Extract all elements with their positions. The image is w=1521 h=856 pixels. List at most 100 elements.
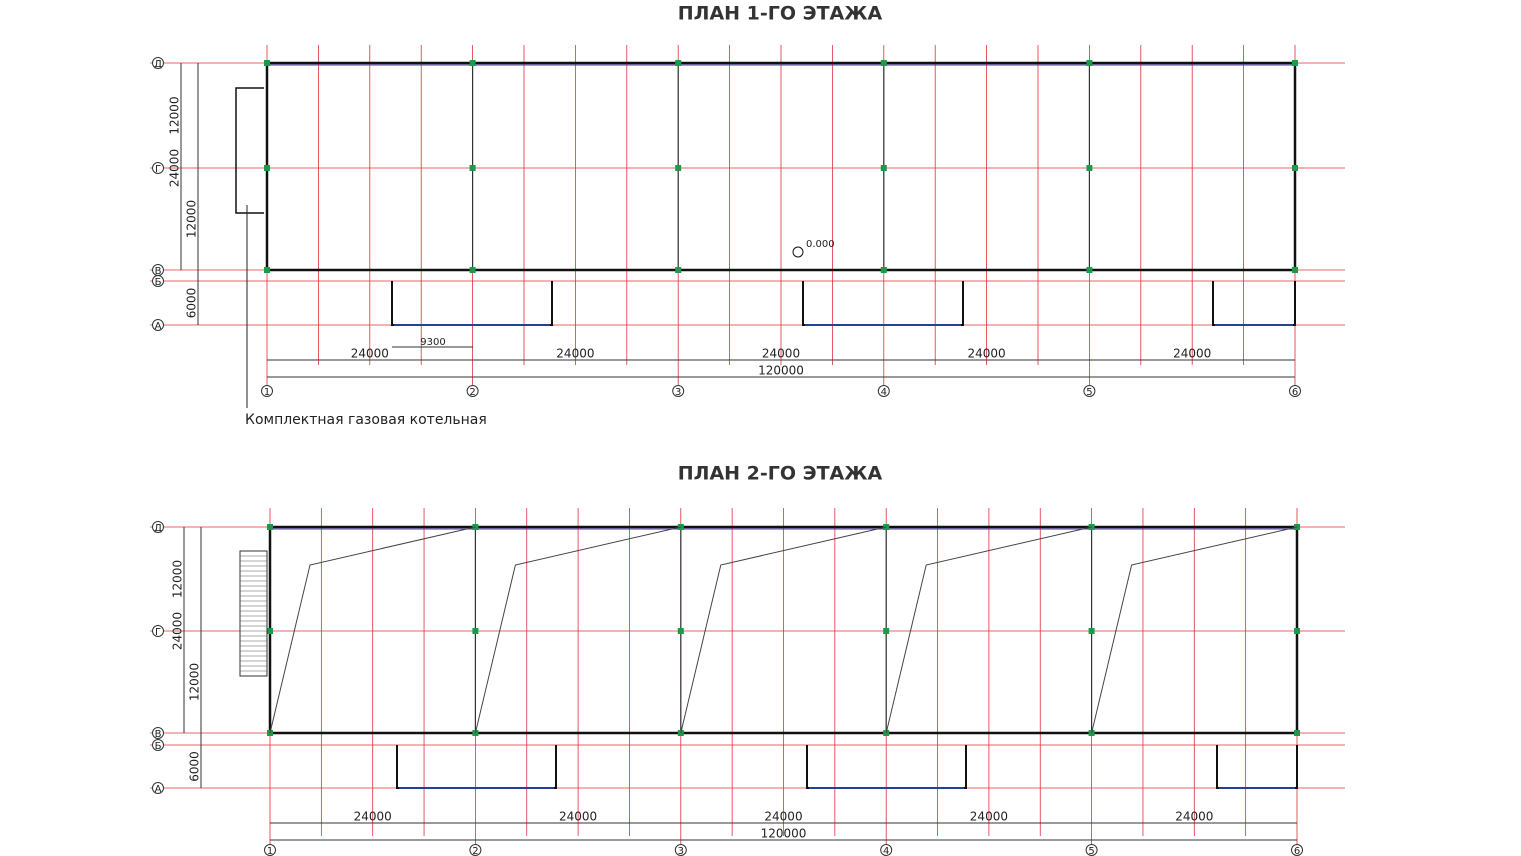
roof-line <box>885 526 1092 734</box>
row-axis: А <box>155 784 162 795</box>
annex-dim: 9300 <box>420 337 445 348</box>
column <box>880 165 887 171</box>
axis-bubble <box>1289 385 1301 397</box>
row-dim: 12000 <box>185 200 199 238</box>
column <box>1086 267 1093 273</box>
axis-bubble <box>261 385 273 397</box>
column <box>1086 165 1093 171</box>
total-dim: 120000 <box>758 364 804 378</box>
bay-dim: 24000 <box>1173 347 1211 361</box>
column <box>1294 628 1300 634</box>
stair <box>239 550 268 677</box>
column <box>264 267 270 273</box>
column-axis: 2 <box>469 387 475 398</box>
bay-dim: 24000 <box>559 810 597 824</box>
column <box>472 628 479 634</box>
row-axis: Д <box>154 523 162 534</box>
axis-bubble <box>152 739 164 751</box>
column-axis: 2 <box>472 846 478 856</box>
axis-bubble <box>152 57 164 69</box>
bay-dim: 24000 <box>970 810 1008 824</box>
column-axis: 1 <box>264 387 270 398</box>
column <box>880 60 887 66</box>
column-axis: 4 <box>881 387 887 398</box>
column <box>675 165 682 171</box>
column <box>267 628 273 634</box>
annex <box>1212 281 1296 326</box>
bay-dim: 24000 <box>1175 810 1213 824</box>
bay-dim: 24000 <box>351 347 389 361</box>
note: Комплектная газовая котельная <box>245 412 487 428</box>
annex <box>802 281 964 326</box>
column <box>469 60 476 66</box>
bay-dim: 24000 <box>354 810 392 824</box>
row-dim: 6000 <box>188 751 202 782</box>
axis-bubble <box>152 319 164 331</box>
column <box>880 267 887 273</box>
total-dim: 120000 <box>761 827 807 841</box>
level: 0.000 <box>806 239 835 250</box>
column <box>1292 267 1298 273</box>
row-axis: Б <box>155 741 162 752</box>
row-axis: В <box>155 729 162 740</box>
column <box>675 267 682 273</box>
column <box>1088 628 1095 634</box>
row-dim: 24000 <box>171 612 185 650</box>
column-axis: 1 <box>267 846 273 856</box>
axis-bubble <box>152 727 164 739</box>
boiler-room <box>235 87 264 214</box>
row-axis: А <box>155 321 162 332</box>
column <box>675 60 682 66</box>
annex <box>391 281 553 326</box>
row-dim: 12000 <box>168 96 182 134</box>
annex <box>1216 745 1298 789</box>
column <box>883 628 890 634</box>
column <box>267 524 273 530</box>
column-axis: 6 <box>1294 846 1300 856</box>
roof-line <box>1091 526 1298 734</box>
column <box>1294 730 1300 736</box>
column <box>1292 165 1298 171</box>
plan-title: ПЛАН 2-ГО ЭТАЖА <box>678 463 883 485</box>
axis-bubble <box>1083 385 1096 397</box>
bay-dim: 24000 <box>764 810 802 824</box>
roof-line <box>269 526 476 734</box>
row-axis: Б <box>155 277 162 288</box>
column-axis: 5 <box>1086 387 1092 398</box>
column <box>264 165 270 171</box>
column <box>469 267 476 273</box>
roof-line <box>474 526 681 734</box>
row-dim: 24000 <box>168 149 182 187</box>
axis-bubble <box>152 275 164 287</box>
level-mark <box>792 246 804 258</box>
plan-title: ПЛАН 1-ГО ЭТАЖА <box>678 3 883 25</box>
annex <box>396 745 557 789</box>
axis-bubble <box>152 782 164 794</box>
column-axis: 5 <box>1088 846 1094 856</box>
axis-bubble <box>152 162 164 174</box>
row-axis: Д <box>154 59 162 70</box>
row-axis: Г <box>155 627 161 638</box>
axis-bubble <box>877 385 890 397</box>
column-axis: 6 <box>1292 387 1298 398</box>
column <box>1086 60 1093 66</box>
bay-dim: 24000 <box>556 347 594 361</box>
row-axis: В <box>155 266 162 277</box>
axis-bubble <box>466 385 479 397</box>
column <box>469 165 476 171</box>
column <box>264 60 270 66</box>
column-axis: 3 <box>675 387 681 398</box>
column <box>1292 60 1298 66</box>
axis-bubble <box>152 625 164 637</box>
axis-bubble <box>152 521 164 533</box>
row-dim: 12000 <box>188 663 202 701</box>
column-axis: 4 <box>883 846 889 856</box>
column-axis: 3 <box>678 846 684 856</box>
row-dim: 6000 <box>185 288 199 319</box>
roof-line <box>680 526 887 734</box>
axis-bubble <box>672 385 685 397</box>
row-axis: Г <box>155 164 161 175</box>
bay-dim: 24000 <box>762 347 800 361</box>
